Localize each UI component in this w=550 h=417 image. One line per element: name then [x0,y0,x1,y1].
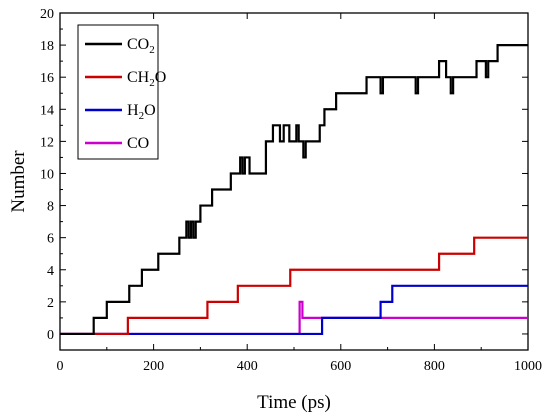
series-line-co2 [60,43,528,336]
legend-label: CO2 [127,36,155,56]
series-line-h2o [60,284,528,336]
legend-item-h2o: H2O [85,102,156,122]
legend-item-co: CO [85,135,149,152]
series-layer [60,43,528,336]
x-axis-title: Time (ps) [257,392,331,413]
legend-item-co2: CO2 [85,36,155,56]
y-tick-label: 14 [40,103,54,118]
legend-label: CO [127,135,149,152]
x-tick-label: 1000 [514,359,542,374]
legend-item-ch2o: CH2O [85,69,166,89]
legend-label: CH2O [127,69,166,89]
legend-label: H2O [127,102,156,122]
x-tick-label: 800 [424,359,445,374]
x-tick-label: 600 [330,359,351,374]
y-axis-title: Number [8,150,29,213]
y-tick-label: 8 [47,200,54,215]
y-tick-label: 18 [40,39,54,54]
x-tick-label: 200 [143,359,164,374]
y-tick-label: 6 [47,232,54,247]
x-tick-label: 0 [57,359,64,374]
y-tick-label: 2 [47,296,54,311]
y-tick-label: 20 [40,7,54,22]
y-tick-label: 16 [40,71,54,86]
series-line-ch2o [60,236,528,336]
y-tick-label: 0 [47,328,54,343]
y-tick-label: 4 [47,264,54,279]
legend: CO2 CH2O H2O CO [77,24,166,160]
y-tick-label: 12 [40,135,54,150]
axes: 0 200 400 600 800 1000 0 2 4 6 8 10 12 14 16 18 20 [40,7,542,374]
y-tick-label: 10 [40,167,54,182]
x-tick-label: 400 [237,359,258,374]
legend-box [77,24,159,160]
